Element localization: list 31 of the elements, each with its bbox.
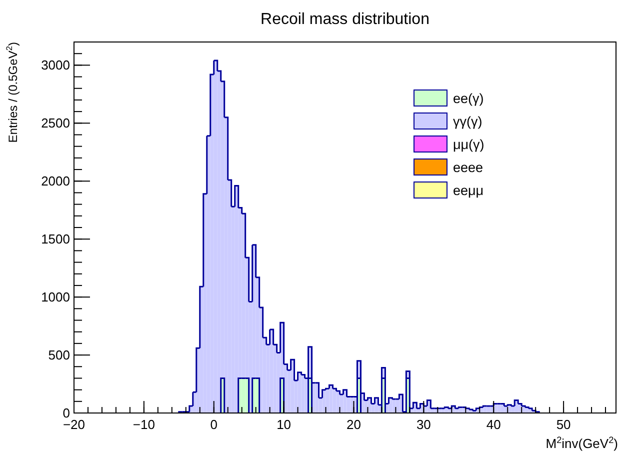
bar — [412, 402, 418, 414]
bar — [528, 408, 533, 414]
bar — [297, 372, 302, 414]
bar — [366, 397, 372, 414]
bar — [426, 399, 432, 414]
x-tick-label: 10 — [276, 417, 292, 432]
y-tick-label: 2000 — [41, 174, 70, 189]
legend-label: ee(γ) — [453, 91, 484, 106]
bar — [398, 394, 404, 414]
y-tick-label: 1500 — [41, 232, 70, 247]
x-tick-label: 0 — [210, 417, 218, 432]
bar — [374, 397, 379, 414]
bar — [322, 389, 327, 414]
x-tick-label: 30 — [416, 417, 431, 432]
x-axis-title: M$^{2}$inv(GeV$^{2}$) — [546, 435, 618, 451]
legend-label: γγ(γ) — [453, 114, 482, 129]
bar — [269, 328, 274, 414]
chart-title: Recoil mass distribution — [260, 11, 430, 28]
legend-label: μμ(γ) — [453, 137, 484, 152]
legend-label: eeμμ — [453, 183, 484, 198]
legend-label: eeee — [453, 160, 484, 175]
bar — [514, 399, 519, 414]
y-tick-label: 2500 — [41, 116, 70, 131]
x-tick-label: 40 — [486, 417, 501, 432]
x-tick-label: 20 — [346, 417, 361, 432]
y-tick-label: 500 — [48, 348, 70, 363]
x-tick-label: −10 — [132, 417, 155, 432]
bar — [290, 358, 296, 414]
y-tick-label: 3000 — [41, 58, 70, 73]
y-tick-label: 1000 — [41, 290, 70, 305]
x-tick-label: 50 — [556, 417, 571, 432]
